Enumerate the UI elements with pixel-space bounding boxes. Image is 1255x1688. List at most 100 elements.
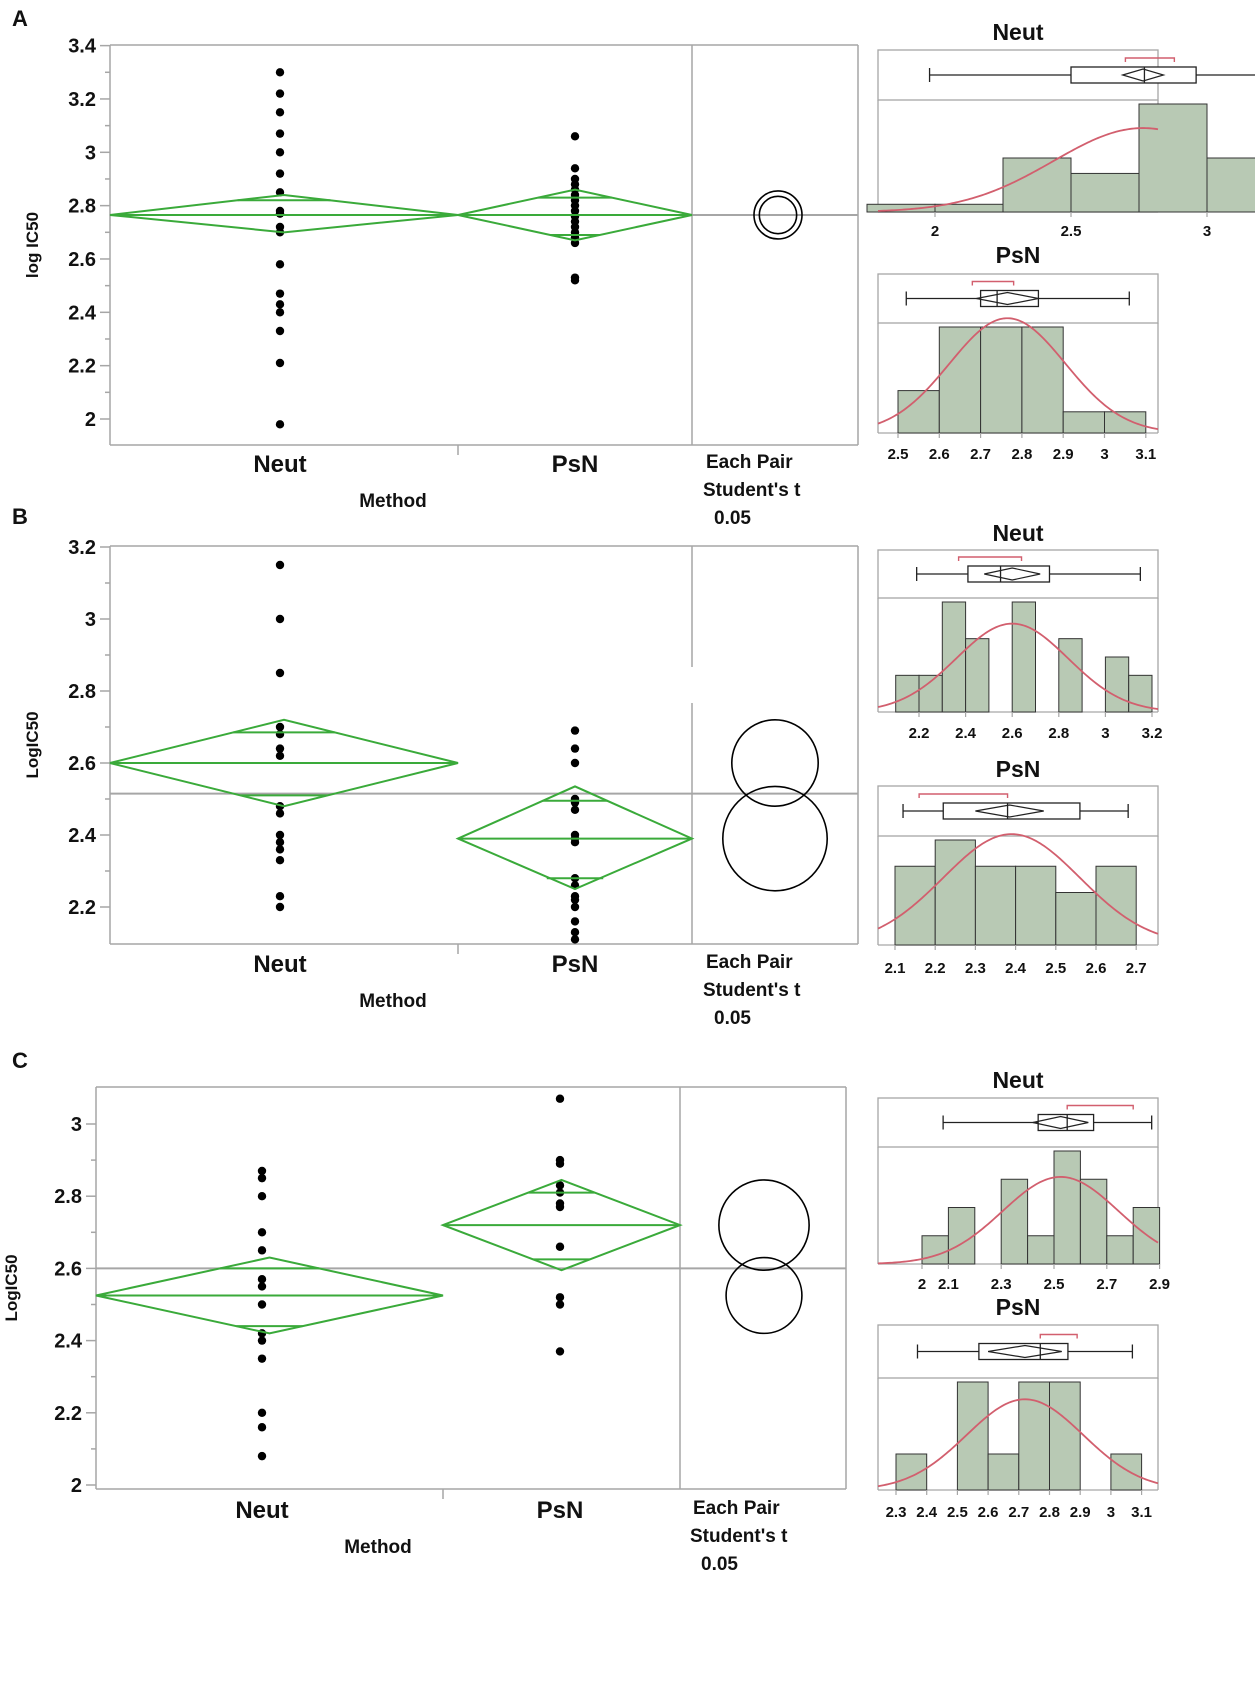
data-point-neut	[275, 809, 285, 818]
histogram-bar	[934, 839, 976, 946]
data-point-neut	[257, 1166, 267, 1176]
data-point-psn	[555, 1293, 565, 1302]
data-point-neut	[275, 744, 285, 753]
hist-x-tick-label: 3.1	[1131, 1504, 1152, 1521]
compare-method-label: Student's t	[703, 980, 801, 1001]
histogram-bar	[980, 326, 1023, 434]
hist-x-tick-label: 2.3	[886, 1504, 907, 1521]
y-tick-label: 3	[85, 142, 96, 164]
hist-x-tick-label: 2.8	[1048, 725, 1069, 742]
hist-x-tick-label: 3.2	[1142, 725, 1163, 742]
data-point-neut	[275, 68, 285, 77]
comparison-circle	[725, 1256, 803, 1335]
y-tick-label: 2.2	[68, 356, 96, 378]
group-diamond-psn	[457, 188, 693, 242]
distribution-neut: Neut 2.2 2.4 2.6 2.8 3 3.2	[877, 520, 1163, 742]
histogram-bar	[1058, 638, 1083, 713]
histogram-bar	[1110, 1453, 1143, 1491]
hist-x-tick-label: 2.2	[909, 725, 930, 742]
histogram-bar	[1104, 656, 1130, 713]
hist-x-tick-label: 2.7	[970, 446, 991, 463]
data-point-neut	[275, 308, 285, 317]
y-tick-label: 2.2	[68, 897, 96, 919]
hist-x-tick-label: 2.9	[1053, 446, 1074, 463]
data-point-psn	[555, 1094, 565, 1103]
y-tick-label: 2.8	[68, 196, 96, 218]
comparison-circle	[730, 718, 819, 807]
panel-label: A	[12, 6, 28, 31]
histogram-bar	[1132, 1207, 1161, 1265]
comparison-circle	[753, 190, 803, 240]
distribution-psn: PsN 2.1 2.2 2.3 2.4 2.5 2.6 2.7	[877, 756, 1159, 977]
data-point-neut	[275, 830, 285, 840]
data-point-neut	[257, 1354, 267, 1363]
data-point-neut	[257, 1275, 267, 1284]
distribution-title: Neut	[992, 19, 1043, 45]
data-point-neut	[275, 856, 285, 865]
data-point-neut	[275, 148, 285, 157]
y-tick-label: 2	[71, 1475, 82, 1497]
y-axis-label: LogIC50	[23, 711, 42, 778]
data-point-psn	[570, 798, 580, 807]
normal-fit-curve	[877, 317, 1159, 431]
data-point-neut	[275, 420, 285, 429]
compare-method-label: Student's t	[703, 480, 801, 501]
box-iqr	[1070, 66, 1197, 84]
group-diamond-neut	[109, 718, 459, 808]
mean-ci-diamond	[976, 291, 1039, 306]
histogram-bar	[1015, 865, 1057, 946]
hist-x-tick-label: 2.6	[1086, 960, 1107, 977]
group-diamond-neut	[109, 193, 459, 234]
mean-ci-diamond	[988, 1344, 1062, 1359]
data-point-neut	[257, 1300, 267, 1309]
outlier-box-frame	[877, 549, 1159, 599]
compare-method-label: Student's t	[690, 1526, 788, 1547]
data-point-psn	[570, 805, 580, 814]
data-point-neut	[275, 209, 285, 218]
data-point-neut	[275, 108, 285, 117]
distribution-title: PsN	[996, 756, 1041, 782]
normal-fit-curve	[877, 622, 1159, 710]
shortest-half-bracket	[957, 556, 1023, 561]
shortest-half-bracket	[1039, 1333, 1078, 1339]
hist-x-tick-label: 2.5	[1045, 960, 1066, 977]
y-tick-label: 3	[85, 609, 96, 631]
histogram-bar	[1049, 1381, 1081, 1491]
data-point-psn	[555, 1181, 565, 1190]
hist-x-tick-label: 3.1	[1135, 446, 1156, 463]
data-point-psn	[555, 1300, 565, 1309]
shortest-half-bracket	[1066, 1104, 1134, 1110]
compare-method-label: Each Pair	[693, 1498, 780, 1519]
compare-method-label: 0.05	[714, 1008, 751, 1029]
data-point-neut	[257, 1408, 267, 1418]
histogram-bar	[1027, 1235, 1055, 1265]
data-point-neut	[275, 751, 285, 760]
histogram-bar	[1095, 865, 1137, 946]
outlier-box-frame	[877, 1324, 1159, 1379]
compare-method-label: 0.05	[714, 508, 751, 529]
data-point-psn	[570, 895, 580, 904]
distribution-title: Neut	[992, 520, 1043, 546]
panel-c: C 2 2.2 2.4 2.6 2.8 3 LogIC50 Neut PsN Method Each …	[2, 1048, 1170, 1575]
histogram-bar	[1070, 172, 1140, 213]
hist-x-tick-label: 2.8	[1011, 446, 1032, 463]
mean-ci-diamond	[975, 804, 1044, 818]
histogram-bar	[974, 865, 1017, 946]
mean-ci-diamond	[984, 567, 1041, 581]
data-point-neut	[275, 902, 285, 912]
histogram-bar	[1053, 1150, 1081, 1265]
histogram-bar	[1104, 411, 1147, 434]
hist-x-tick-label: 2.8	[1039, 1504, 1060, 1521]
data-point-neut	[275, 668, 285, 678]
y-axis-label: log IC50	[23, 212, 42, 278]
histogram-bar	[1128, 674, 1153, 713]
distribution-title: Neut	[992, 1067, 1043, 1093]
x-category-label: PsN	[552, 451, 599, 478]
hist-x-tick-label: 2.3	[991, 1276, 1012, 1293]
y-tick-label: 2.8	[68, 681, 96, 703]
panel-label: B	[12, 504, 28, 529]
y-tick-label: 2.6	[68, 753, 96, 775]
data-point-psn	[555, 1159, 565, 1168]
data-point-psn	[570, 276, 580, 285]
data-point-neut	[275, 614, 285, 624]
